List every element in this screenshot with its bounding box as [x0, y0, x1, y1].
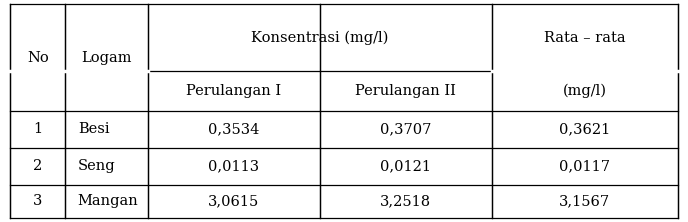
Text: 2: 2	[33, 159, 43, 173]
Text: 0,3534: 0,3534	[208, 122, 259, 136]
Text: Konsentrasi (mg/l): Konsentrasi (mg/l)	[251, 31, 389, 45]
Text: 1: 1	[33, 122, 43, 136]
Text: Besi: Besi	[78, 122, 109, 136]
Text: 3,2518: 3,2518	[380, 194, 431, 208]
Text: 0,3707: 0,3707	[380, 122, 431, 136]
Text: 0,0113: 0,0113	[208, 159, 259, 173]
Text: 3,0615: 3,0615	[208, 194, 259, 208]
Text: (mg/l): (mg/l)	[563, 84, 607, 98]
Text: Perulangan I: Perulangan I	[186, 84, 281, 98]
Text: Logam: Logam	[81, 51, 132, 65]
Text: Rata – rata: Rata – rata	[544, 31, 625, 45]
Text: Mangan: Mangan	[78, 194, 138, 208]
Text: Seng: Seng	[78, 159, 116, 173]
Text: Perulangan II: Perulangan II	[356, 84, 456, 98]
Text: No: No	[27, 51, 49, 65]
Text: 0,0117: 0,0117	[559, 159, 610, 173]
Text: 3,1567: 3,1567	[559, 194, 610, 208]
Text: 0,3621: 0,3621	[559, 122, 610, 136]
Text: 3: 3	[33, 194, 43, 208]
Text: 0,0121: 0,0121	[380, 159, 431, 173]
